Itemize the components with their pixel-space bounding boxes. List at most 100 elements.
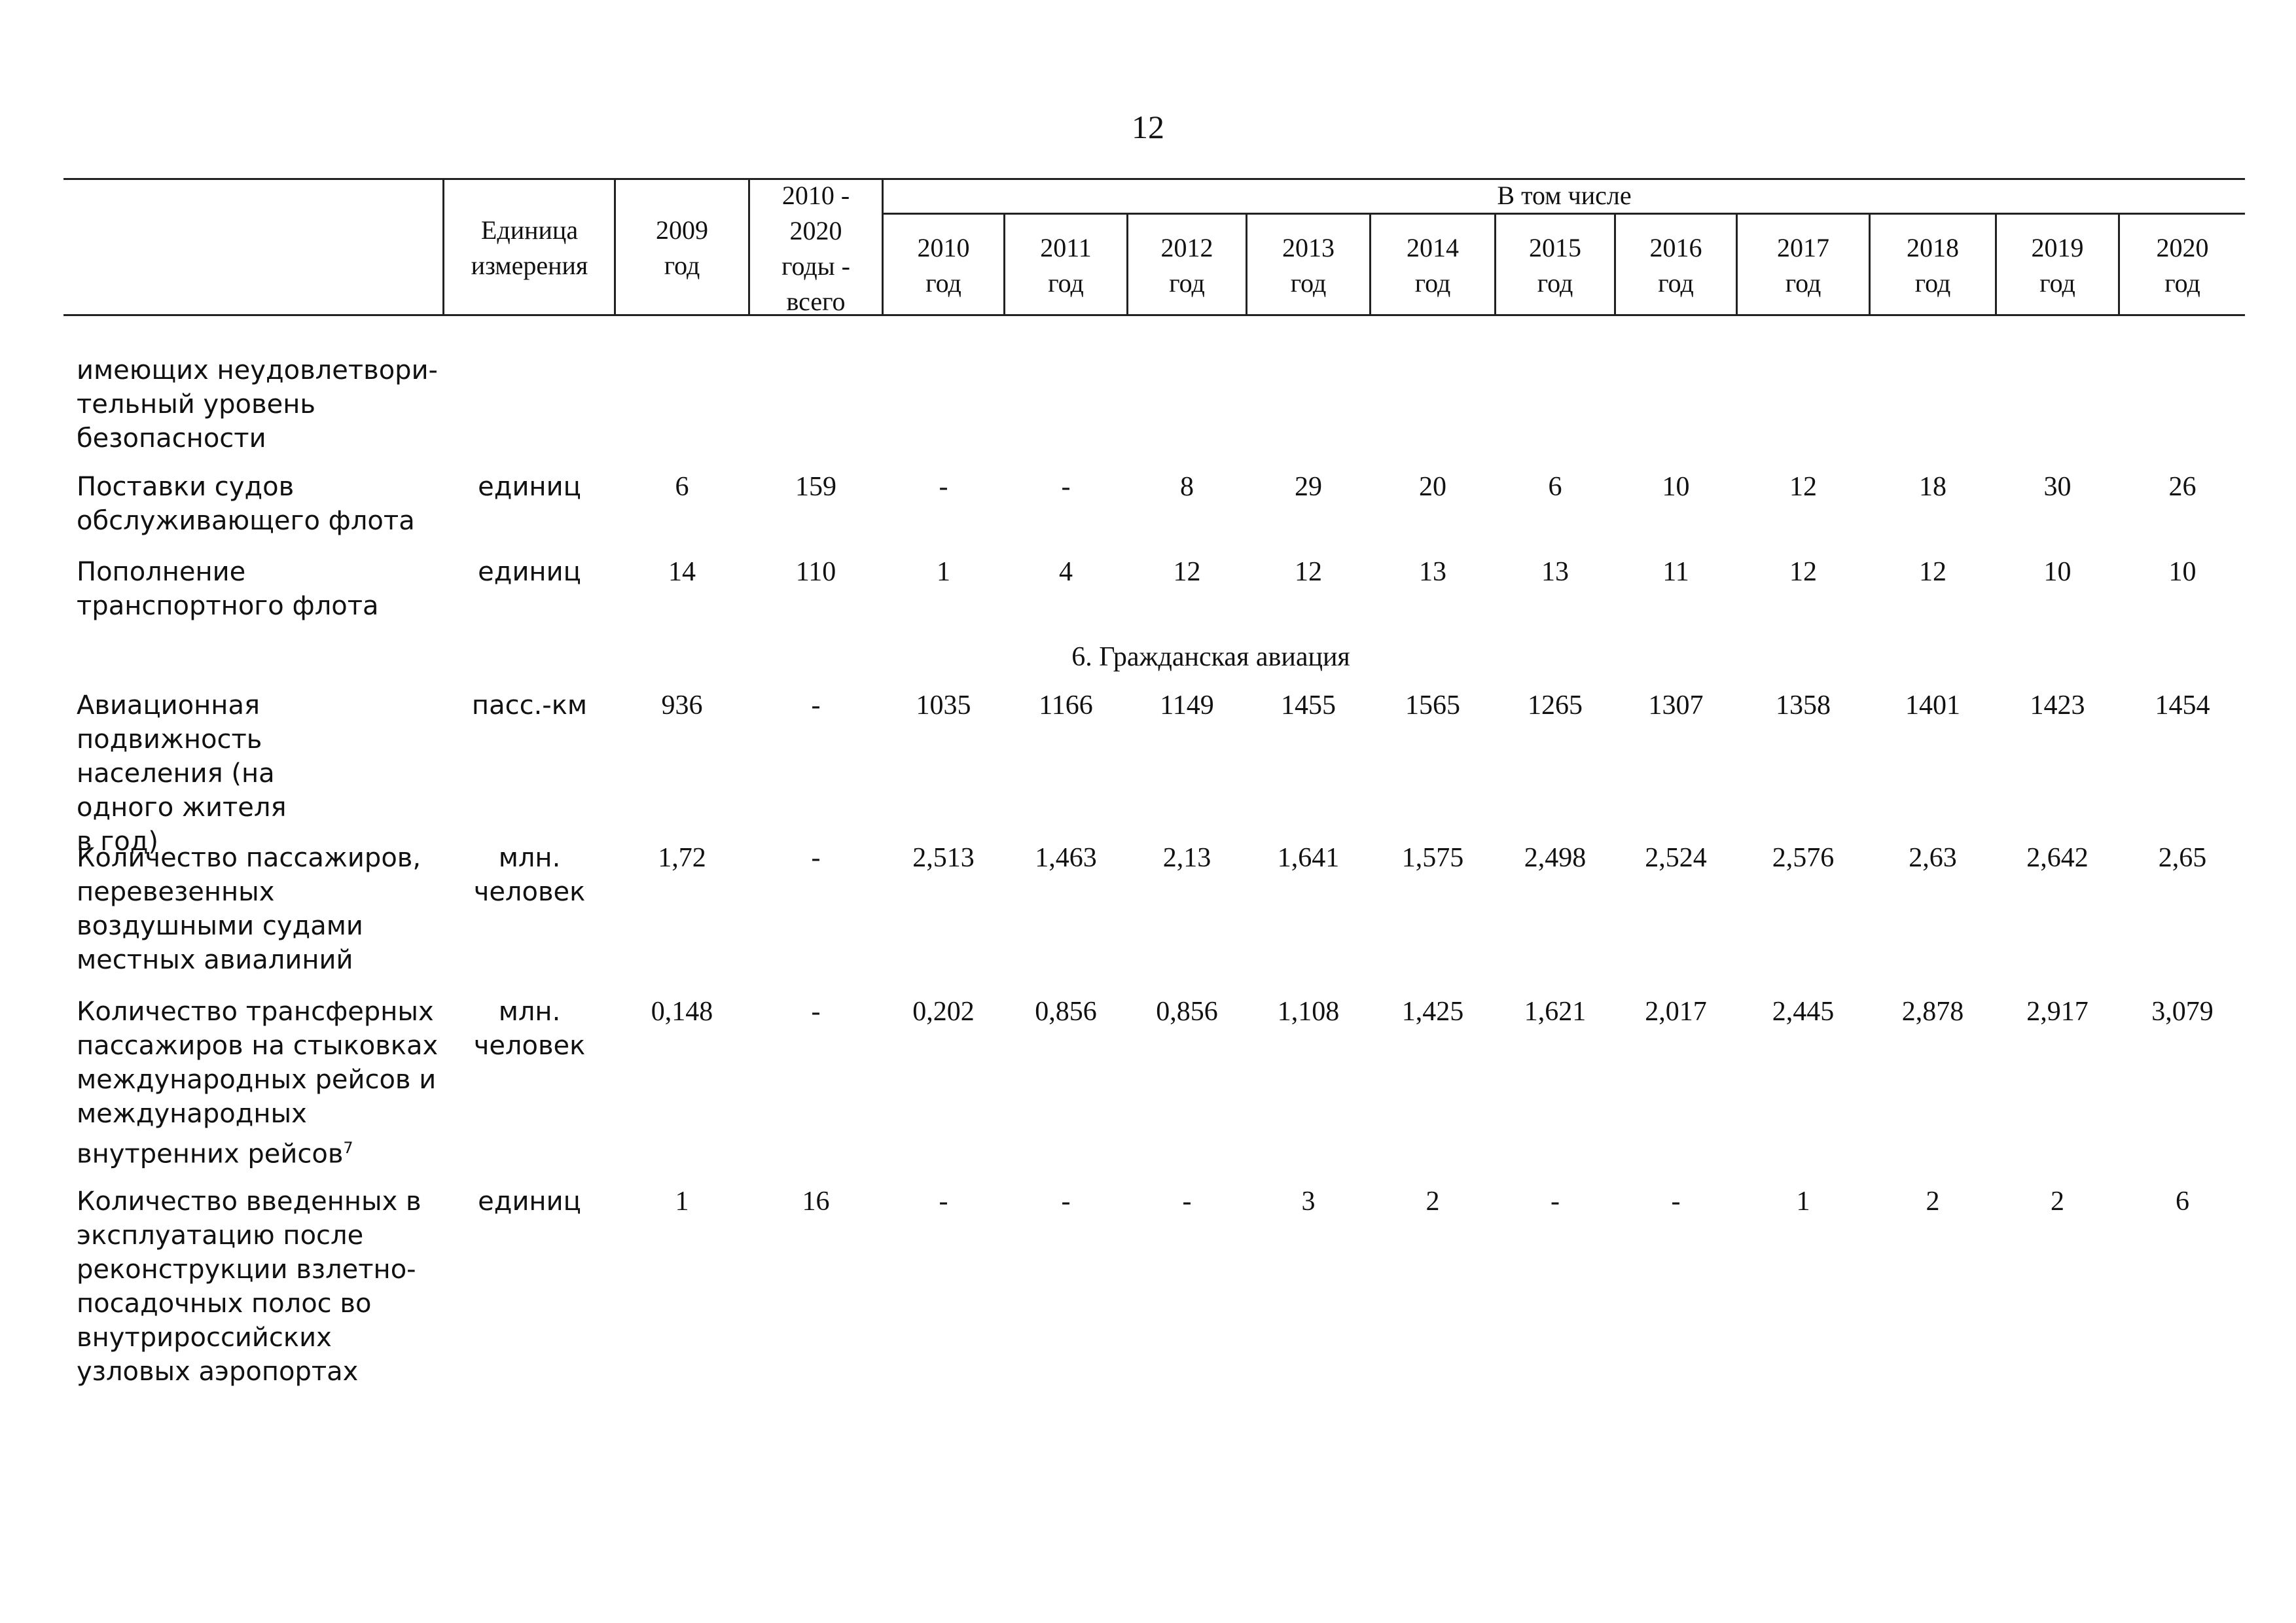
year-col-divider bbox=[1614, 213, 1616, 316]
value-2014: 2 bbox=[1426, 1186, 1440, 1217]
value-2015: 6 bbox=[1548, 472, 1562, 502]
value-2018: 12 bbox=[1919, 557, 1946, 587]
value-2012: 1149 bbox=[1160, 690, 1214, 721]
value-2018: 2 bbox=[1926, 1186, 1940, 1217]
value-2011: - bbox=[1061, 1186, 1071, 1217]
year-col-divider bbox=[1003, 213, 1005, 316]
value-2018: 18 bbox=[1919, 472, 1946, 502]
value-2010: 1 bbox=[937, 557, 950, 587]
value-2009: 1 bbox=[675, 1186, 689, 1217]
value-2012: - bbox=[1182, 1186, 1192, 1217]
header-year-2011: 2011 год bbox=[1040, 233, 1092, 298]
value-2012: 0,856 bbox=[1156, 997, 1218, 1027]
row-label: Количество пассажиров, перевезенных воздуш… bbox=[77, 843, 422, 975]
value-2009: 1,72 bbox=[658, 843, 706, 873]
value-2014: 1565 bbox=[1405, 690, 1460, 721]
header-year-2019: 2019 год bbox=[2031, 233, 2084, 298]
value-2010: - bbox=[939, 472, 948, 502]
value-2018: 2,63 bbox=[1909, 843, 1957, 873]
value-2015: - bbox=[1551, 1186, 1560, 1217]
value-2017: 2,445 bbox=[1772, 997, 1835, 1027]
row-unit: единиц bbox=[478, 1186, 581, 1217]
value-2011: 0,856 bbox=[1035, 997, 1097, 1027]
value-2015: 1265 bbox=[1528, 690, 1583, 721]
value-2019: 30 bbox=[2043, 472, 2072, 502]
value-2013: 1455 bbox=[1281, 690, 1336, 721]
value-2010: 0,202 bbox=[912, 997, 975, 1027]
header-year-2014: 2014 год bbox=[1407, 233, 1459, 298]
header-sub-rule bbox=[882, 213, 2245, 215]
value-2016: 2,524 bbox=[1645, 843, 1707, 873]
value-2014: 20 bbox=[1419, 472, 1446, 502]
value-2013: 12 bbox=[1295, 557, 1322, 587]
year-col-divider bbox=[1494, 213, 1496, 316]
value-2013: 3 bbox=[1301, 1186, 1316, 1217]
value-total: 110 bbox=[795, 557, 836, 587]
value-2016: 10 bbox=[1662, 472, 1690, 502]
value-2020: 26 bbox=[2168, 472, 2197, 502]
value-2014: 1,575 bbox=[1401, 843, 1464, 873]
header-year-2018: 2018 год bbox=[1907, 233, 1959, 298]
header-year-2013: 2013 год bbox=[1282, 233, 1335, 298]
row-unit: единиц bbox=[478, 557, 581, 587]
value-2013: 29 bbox=[1295, 472, 1322, 502]
row-unit: млн. человек bbox=[473, 843, 586, 907]
year-col-divider bbox=[1995, 213, 1997, 316]
value-2015: 2,498 bbox=[1524, 843, 1587, 873]
value-total: - bbox=[811, 997, 821, 1027]
value-total: 159 bbox=[795, 472, 836, 502]
row-label: Поставки судов обслуживающего флота bbox=[77, 472, 415, 536]
value-2020: 6 bbox=[2176, 1186, 2189, 1217]
header-year-2016: 2016 год bbox=[1649, 233, 1702, 298]
value-2019: 2,642 bbox=[2026, 843, 2089, 873]
value-2010: 1035 bbox=[916, 690, 971, 721]
year-col-divider bbox=[1736, 213, 1738, 316]
value-2009: 14 bbox=[668, 557, 696, 587]
continued-label: имеющих неудовлетвори- тельный уровень б… bbox=[77, 355, 438, 454]
header-2009: 2009 год bbox=[656, 215, 708, 280]
row-unit: млн. человек bbox=[473, 997, 586, 1061]
year-col-divider bbox=[1246, 213, 1247, 316]
header-year-2017: 2017 год bbox=[1777, 233, 1829, 298]
year-col-divider bbox=[2118, 213, 2120, 316]
value-2012: 12 bbox=[1173, 557, 1201, 587]
value-2014: 1,425 bbox=[1401, 997, 1464, 1027]
value-2017: 1358 bbox=[1776, 690, 1831, 721]
value-2018: 2,878 bbox=[1901, 997, 1964, 1027]
value-2019: 2,917 bbox=[2026, 997, 2089, 1027]
header-bottom-rule bbox=[63, 314, 2245, 316]
header-year-2020: 2020 год bbox=[2156, 233, 2209, 298]
row-unit: единиц bbox=[478, 472, 581, 502]
value-2017: 12 bbox=[1789, 557, 1817, 587]
value-2011: 1166 bbox=[1039, 690, 1093, 721]
value-2015: 1,621 bbox=[1524, 997, 1587, 1027]
value-2020: 2,65 bbox=[2158, 843, 2207, 873]
value-2019: 10 bbox=[2043, 557, 2072, 587]
col-divider bbox=[614, 178, 616, 316]
value-2012: 2,13 bbox=[1162, 843, 1211, 873]
value-2017: 12 bbox=[1789, 472, 1817, 502]
header-total: 2010 - 2020 годы - всего bbox=[781, 181, 850, 316]
row-label: Авиационная подвижность населения (на одно… bbox=[77, 690, 287, 857]
value-2010: - bbox=[939, 1186, 948, 1217]
year-col-divider bbox=[1869, 213, 1871, 316]
value-2013: 1,641 bbox=[1277, 843, 1340, 873]
value-2013: 1,108 bbox=[1277, 997, 1340, 1027]
value-2016: 2,017 bbox=[1645, 997, 1707, 1027]
page-number: 12 bbox=[1132, 109, 1164, 145]
value-2011: 4 bbox=[1059, 557, 1073, 587]
value-2016: 1307 bbox=[1648, 690, 1704, 721]
value-2018: 1401 bbox=[1905, 690, 1960, 721]
value-2015: 13 bbox=[1541, 557, 1569, 587]
value-total: - bbox=[811, 843, 821, 873]
header-year-2015: 2015 год bbox=[1529, 233, 1581, 298]
row-label: Количество трансферных пассажиров на стык… bbox=[77, 997, 439, 1169]
value-2017: 1 bbox=[1796, 1186, 1810, 1217]
col-divider bbox=[442, 178, 444, 316]
value-2020: 3,079 bbox=[2151, 997, 2214, 1027]
header-year-2012: 2012 год bbox=[1160, 233, 1213, 298]
value-2016: 11 bbox=[1662, 557, 1689, 587]
year-col-divider bbox=[1126, 213, 1128, 316]
header-year-2010: 2010 год bbox=[917, 233, 970, 298]
header-top-rule bbox=[63, 178, 2245, 180]
